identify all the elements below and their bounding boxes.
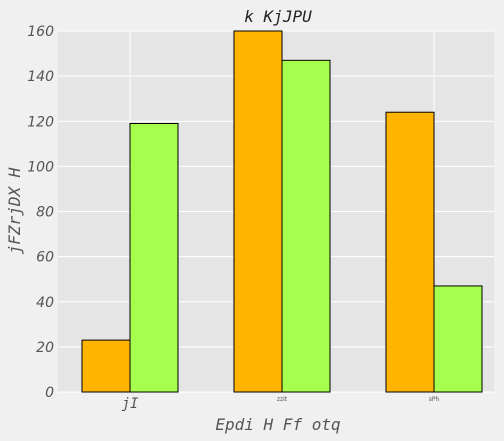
y-tick-label: 160 bbox=[27, 24, 54, 40]
chart-title: k KjJPU bbox=[244, 7, 312, 26]
x-axis-label: Epdi H Ff otq bbox=[215, 415, 340, 434]
y-tick-label: 80 bbox=[36, 205, 54, 221]
y-tick-label: 120 bbox=[27, 114, 54, 130]
bars bbox=[81, 30, 483, 393]
bar-series-1 bbox=[81, 339, 131, 393]
bar-series-1 bbox=[233, 30, 283, 393]
y-tick-label: 0 bbox=[45, 385, 54, 401]
y-axis-label: jFZrjDX H bbox=[5, 167, 24, 254]
y-tick-label: 20 bbox=[36, 340, 54, 356]
y-tick-label: 100 bbox=[27, 159, 54, 175]
bar-series-1 bbox=[385, 111, 435, 393]
bar-series-2 bbox=[281, 59, 331, 393]
y-tick-label: 40 bbox=[36, 295, 54, 311]
bar-series-2 bbox=[129, 123, 179, 393]
y-tick-label: 60 bbox=[36, 250, 54, 266]
x-tick-label: jI bbox=[122, 396, 139, 412]
y-tick-labels: 0 20 40 60 80 100 120 140 160 bbox=[27, 24, 54, 401]
y-tick-label: 140 bbox=[27, 69, 54, 85]
x-tick-label: zzit bbox=[277, 396, 288, 403]
x-tick-label: sPh bbox=[429, 396, 440, 403]
x-tick-labels: jI zzit sPh bbox=[122, 396, 440, 412]
bar-series-2 bbox=[433, 285, 483, 393]
